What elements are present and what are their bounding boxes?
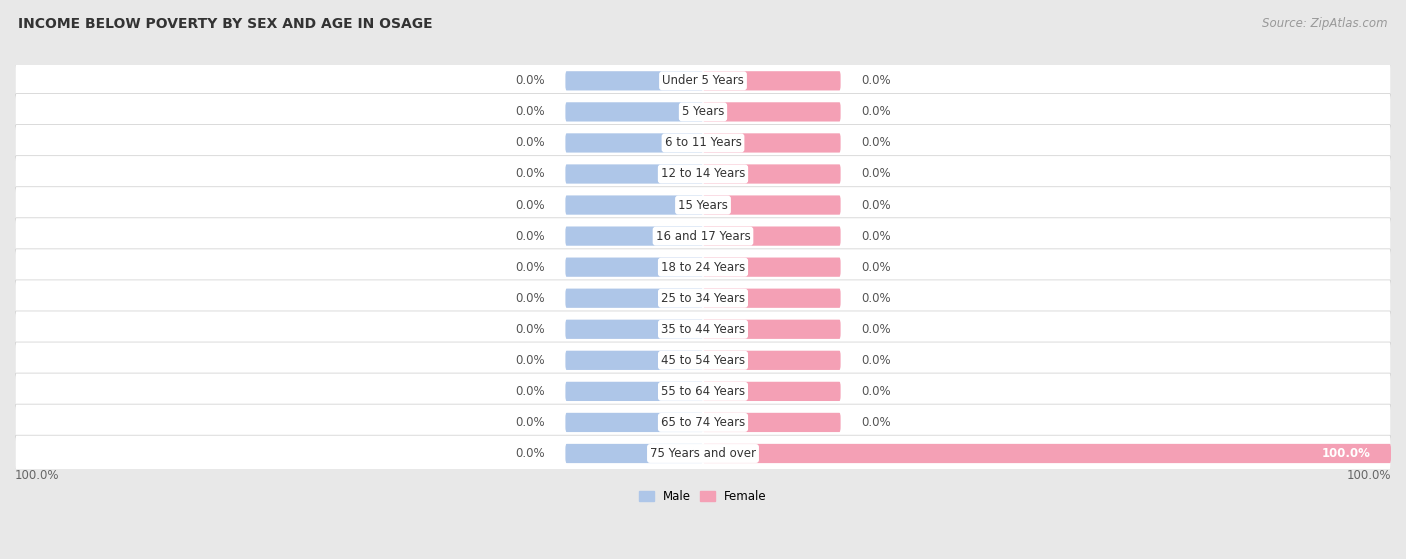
FancyBboxPatch shape — [565, 444, 703, 463]
FancyBboxPatch shape — [15, 93, 1391, 130]
Text: 0.0%: 0.0% — [862, 292, 891, 305]
Text: 45 to 54 Years: 45 to 54 Years — [661, 354, 745, 367]
FancyBboxPatch shape — [15, 156, 1391, 192]
FancyBboxPatch shape — [703, 350, 841, 370]
FancyBboxPatch shape — [15, 342, 1391, 378]
FancyBboxPatch shape — [703, 258, 841, 277]
FancyBboxPatch shape — [703, 288, 841, 308]
Text: 0.0%: 0.0% — [862, 136, 891, 149]
FancyBboxPatch shape — [565, 226, 703, 246]
FancyBboxPatch shape — [15, 404, 1391, 440]
FancyBboxPatch shape — [565, 102, 703, 121]
FancyBboxPatch shape — [703, 320, 841, 339]
Text: 15 Years: 15 Years — [678, 198, 728, 211]
Text: 0.0%: 0.0% — [862, 198, 891, 211]
Text: 0.0%: 0.0% — [862, 323, 891, 336]
Text: 5 Years: 5 Years — [682, 106, 724, 119]
Text: 75 Years and over: 75 Years and over — [650, 447, 756, 460]
Text: 0.0%: 0.0% — [515, 106, 544, 119]
Legend: Male, Female: Male, Female — [634, 485, 772, 508]
FancyBboxPatch shape — [565, 413, 703, 432]
FancyBboxPatch shape — [703, 164, 841, 183]
FancyBboxPatch shape — [15, 187, 1391, 224]
FancyBboxPatch shape — [565, 258, 703, 277]
Text: 0.0%: 0.0% — [515, 385, 544, 398]
Text: 0.0%: 0.0% — [515, 230, 544, 243]
FancyBboxPatch shape — [565, 196, 703, 215]
Text: 100.0%: 100.0% — [15, 469, 59, 482]
Text: 25 to 34 Years: 25 to 34 Years — [661, 292, 745, 305]
FancyBboxPatch shape — [565, 382, 703, 401]
FancyBboxPatch shape — [565, 133, 703, 153]
Text: 0.0%: 0.0% — [862, 106, 891, 119]
FancyBboxPatch shape — [565, 71, 703, 91]
FancyBboxPatch shape — [703, 226, 841, 246]
Text: 16 and 17 Years: 16 and 17 Years — [655, 230, 751, 243]
Text: 0.0%: 0.0% — [862, 416, 891, 429]
FancyBboxPatch shape — [15, 249, 1391, 286]
Text: 0.0%: 0.0% — [515, 260, 544, 274]
Text: 0.0%: 0.0% — [515, 198, 544, 211]
Text: 35 to 44 Years: 35 to 44 Years — [661, 323, 745, 336]
FancyBboxPatch shape — [565, 164, 703, 183]
Text: 0.0%: 0.0% — [862, 354, 891, 367]
Text: 0.0%: 0.0% — [515, 292, 544, 305]
FancyBboxPatch shape — [703, 444, 1391, 463]
Text: 6 to 11 Years: 6 to 11 Years — [665, 136, 741, 149]
FancyBboxPatch shape — [15, 435, 1391, 472]
Text: 0.0%: 0.0% — [515, 168, 544, 181]
Text: Under 5 Years: Under 5 Years — [662, 74, 744, 87]
Text: INCOME BELOW POVERTY BY SEX AND AGE IN OSAGE: INCOME BELOW POVERTY BY SEX AND AGE IN O… — [18, 17, 433, 31]
FancyBboxPatch shape — [703, 413, 841, 432]
Text: 0.0%: 0.0% — [862, 168, 891, 181]
FancyBboxPatch shape — [15, 218, 1391, 254]
FancyBboxPatch shape — [15, 63, 1391, 99]
FancyBboxPatch shape — [15, 373, 1391, 410]
Text: 0.0%: 0.0% — [515, 416, 544, 429]
FancyBboxPatch shape — [15, 280, 1391, 316]
FancyBboxPatch shape — [703, 71, 841, 91]
Text: 18 to 24 Years: 18 to 24 Years — [661, 260, 745, 274]
FancyBboxPatch shape — [15, 311, 1391, 348]
Text: 0.0%: 0.0% — [515, 354, 544, 367]
Text: 0.0%: 0.0% — [862, 74, 891, 87]
Text: 65 to 74 Years: 65 to 74 Years — [661, 416, 745, 429]
Text: 0.0%: 0.0% — [515, 447, 544, 460]
Text: 0.0%: 0.0% — [862, 230, 891, 243]
Text: Source: ZipAtlas.com: Source: ZipAtlas.com — [1263, 17, 1388, 30]
FancyBboxPatch shape — [565, 320, 703, 339]
FancyBboxPatch shape — [565, 288, 703, 308]
FancyBboxPatch shape — [703, 133, 841, 153]
FancyBboxPatch shape — [703, 102, 841, 121]
FancyBboxPatch shape — [703, 196, 841, 215]
Text: 0.0%: 0.0% — [862, 385, 891, 398]
Text: 0.0%: 0.0% — [862, 260, 891, 274]
Text: 0.0%: 0.0% — [515, 74, 544, 87]
Text: 12 to 14 Years: 12 to 14 Years — [661, 168, 745, 181]
Text: 100.0%: 100.0% — [1347, 469, 1391, 482]
Text: 0.0%: 0.0% — [515, 323, 544, 336]
FancyBboxPatch shape — [703, 382, 841, 401]
FancyBboxPatch shape — [15, 125, 1391, 161]
Text: 0.0%: 0.0% — [515, 136, 544, 149]
FancyBboxPatch shape — [565, 350, 703, 370]
Text: 55 to 64 Years: 55 to 64 Years — [661, 385, 745, 398]
Text: 100.0%: 100.0% — [1322, 447, 1371, 460]
